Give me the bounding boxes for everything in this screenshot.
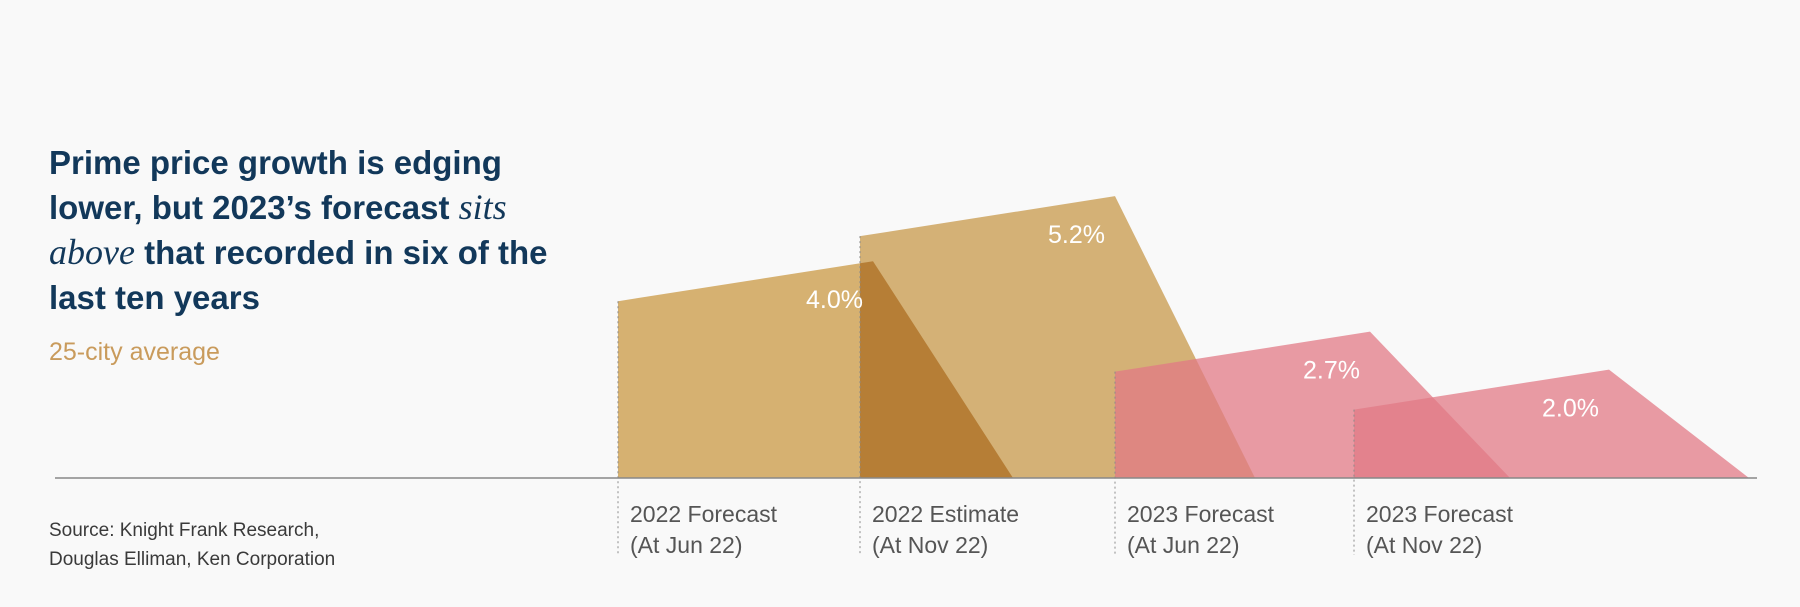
value-label-1: 4.0% xyxy=(806,286,863,314)
title-emphasis: sits above xyxy=(49,187,507,272)
labels-layer: 4.0% 2022 Forecast (At Jun 22) 5.2% 2022 Est… xyxy=(630,221,1599,558)
source-line-1: Source: Knight Frank Research, xyxy=(49,520,320,541)
value-label-4: 2.0% xyxy=(1542,395,1599,423)
category-label-2-line-2: (At Nov 22) xyxy=(872,532,988,558)
category-label-4-line-2: (At Nov 22) xyxy=(1366,532,1482,558)
title-part-2: that recorded in six of the last ten yea… xyxy=(49,234,548,316)
source-note: Source: Knight Frank Research, Douglas El… xyxy=(49,516,389,574)
category-label-3-line-1: 2023 Forecast xyxy=(1127,501,1275,527)
title-part-1: Prime price growth is edging lower, but … xyxy=(49,144,502,226)
bars-layer xyxy=(618,196,1749,478)
value-label-2: 5.2% xyxy=(1048,221,1105,249)
value-label-3: 2.7% xyxy=(1303,357,1360,385)
category-label-4-line-1: 2023 Forecast xyxy=(1366,501,1514,527)
chart-subtitle: 25-city average xyxy=(49,338,220,366)
category-label-1-line-1: 2022 Forecast xyxy=(630,501,778,527)
guides-layer xyxy=(617,236,1355,555)
chart-title: Prime price growth is edging lower, but … xyxy=(49,140,569,320)
category-label-2-line-1: 2022 Estimate xyxy=(872,501,1019,527)
category-label-3-line-2: (At Jun 22) xyxy=(1127,532,1240,558)
bar-4 xyxy=(1354,369,1749,478)
category-label-1-line-2: (At Jun 22) xyxy=(630,532,743,558)
source-line-2: Douglas Elliman, Ken Corporation xyxy=(49,549,336,570)
